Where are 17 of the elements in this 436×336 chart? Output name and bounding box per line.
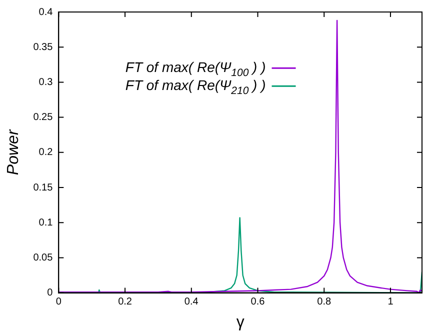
y-tick-label: 0.1 [38, 217, 54, 228]
y-tick-label: 0.05 [33, 252, 54, 264]
y-tick-label: 0 [47, 288, 54, 299]
x-tick-label: 0 [56, 296, 62, 308]
y-axis-title: Power [5, 129, 22, 176]
y-tick-label: 0.35 [33, 42, 54, 53]
x-tick-label: 0.2 [118, 296, 132, 308]
y-tick-label: 0.2 [38, 147, 54, 158]
x-tick-label: 0.4 [184, 296, 199, 308]
y-tick-label: 0.15 [33, 182, 54, 194]
x-tick-label: 1 [388, 296, 394, 308]
y-tick-label: 0.3 [38, 76, 54, 88]
x-tick-label: 0.8 [317, 296, 332, 308]
y-tick-label: 0.25 [33, 112, 54, 124]
x-axis-title: γ [236, 314, 244, 331]
y-tick-label: 0.4 [38, 6, 54, 18]
x-tick-label: 0.6 [250, 296, 266, 308]
